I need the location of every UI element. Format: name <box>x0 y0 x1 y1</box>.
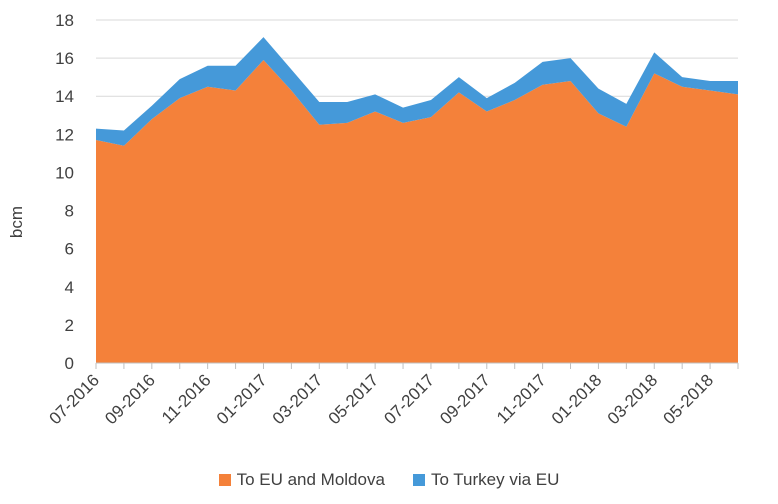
y-tick-2: 2 <box>65 316 74 335</box>
y-tick-10: 10 <box>55 163 74 182</box>
x-tick-03-2018: 03-2018 <box>604 371 662 429</box>
x-tick-05-2018: 05-2018 <box>660 371 718 429</box>
area-series <box>96 37 738 364</box>
x-tick-03-2017: 03-2017 <box>269 371 327 429</box>
x-tick-11-2017: 11-2017 <box>493 371 550 428</box>
legend-swatch-turkey <box>412 474 425 486</box>
y-tick-18: 18 <box>55 11 74 30</box>
y-tick-14: 14 <box>55 87 74 106</box>
x-tick-01-2018: 01-2018 <box>548 371 606 429</box>
x-tick-07-2017: 07-2017 <box>380 371 438 429</box>
legend-label-eu-moldova: To EU and Moldova <box>236 470 385 489</box>
legend-swatch-eu-moldova <box>218 474 231 486</box>
x-tick-11-2016: 11-2016 <box>158 371 215 428</box>
area-to-eu-and-moldova <box>96 60 738 364</box>
y-axis-title: bcm <box>7 206 26 238</box>
x-tick-09-2016: 09-2016 <box>101 371 159 429</box>
x-tick-07-2016: 07-2016 <box>45 371 103 429</box>
y-tick-16: 16 <box>55 49 74 68</box>
y-tick-0: 0 <box>65 354 74 373</box>
y-tick-labels: 0 2 4 6 8 10 12 14 16 18 <box>55 11 74 373</box>
y-tick-12: 12 <box>55 125 74 144</box>
axes <box>95 362 739 369</box>
y-tick-4: 4 <box>65 278 74 297</box>
y-tick-6: 6 <box>65 240 74 259</box>
area-to-turkey-via-eu <box>96 37 738 146</box>
x-tick-05-2017: 05-2017 <box>325 371 383 429</box>
legend-item-eu-moldova: To EU and Moldova <box>218 470 385 490</box>
legend-item-turkey: To Turkey via EU <box>412 470 560 490</box>
legend-label-turkey: To Turkey via EU <box>430 470 560 489</box>
x-tick-01-2017: 01-2017 <box>213 371 271 429</box>
y-tick-8: 8 <box>65 202 74 221</box>
legend: To EU and Moldova To Turkey via EU <box>0 470 778 490</box>
x-tick-09-2017: 09-2017 <box>436 371 494 429</box>
